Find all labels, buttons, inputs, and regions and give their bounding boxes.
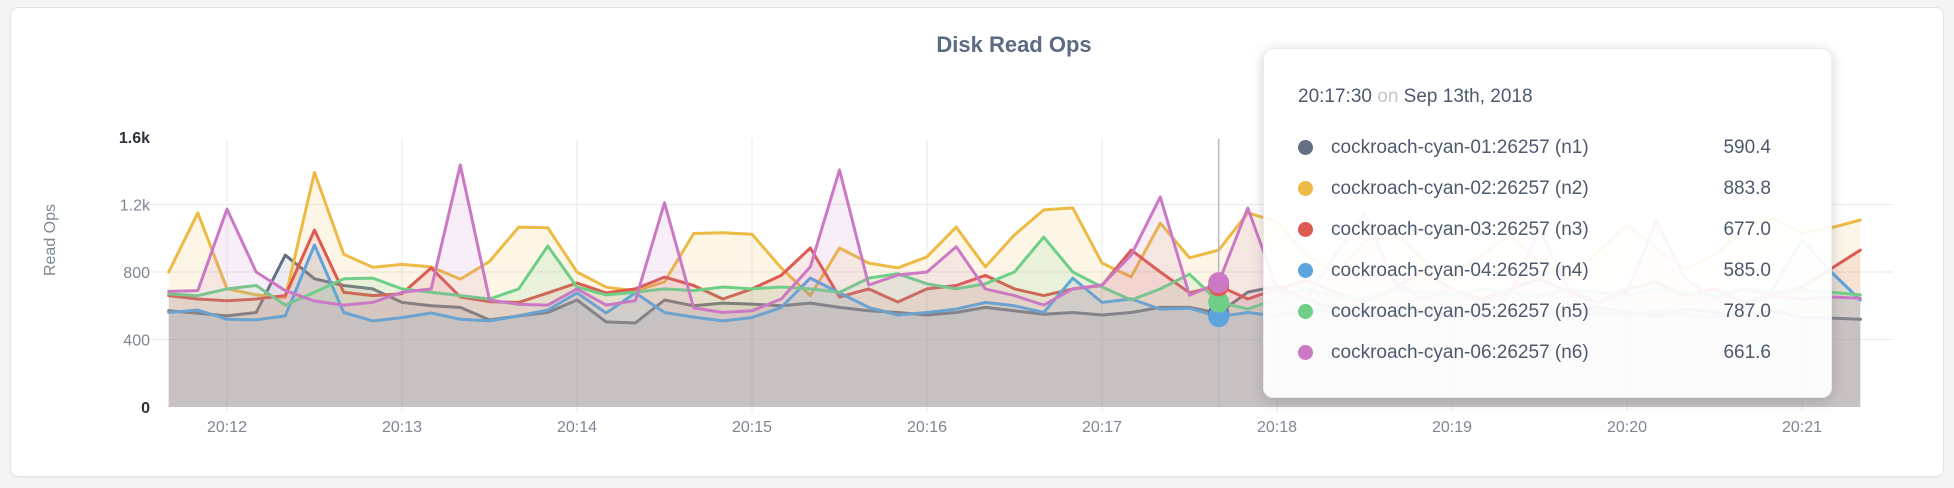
- series-value: 661.6: [1723, 341, 1771, 363]
- tooltip-series-row: cockroach-cyan-04:26257 (n4) 585.0: [1298, 250, 1771, 291]
- hover-marker-n6: [1208, 272, 1230, 294]
- x-tick-label: 20:20: [1607, 419, 1647, 436]
- series-dot-icon: [1298, 304, 1313, 319]
- x-tick-label: 20:18: [1257, 419, 1297, 436]
- tooltip-on: on: [1377, 86, 1399, 107]
- x-tick-label: 20:14: [557, 419, 597, 436]
- y-tick-label: 800: [123, 265, 150, 282]
- series-dot-icon: [1298, 345, 1313, 360]
- x-tick-label: 20:15: [732, 419, 772, 436]
- y-axis-label: Read Ops: [42, 203, 59, 277]
- tooltip-rows: cockroach-cyan-01:26257 (n1) 590.4 cockroa…: [1298, 127, 1771, 373]
- tooltip-header: 20:17:30 on Sep 13th, 2018: [1298, 83, 1771, 111]
- series-dot-icon: [1298, 263, 1313, 278]
- series-name: cockroach-cyan-05:26257 (n5): [1331, 300, 1589, 322]
- chart-title: Disk Read Ops: [936, 32, 1092, 57]
- series-name: cockroach-cyan-04:26257 (n4): [1331, 259, 1589, 281]
- series-value: 883.8: [1723, 177, 1771, 199]
- series-name: cockroach-cyan-01:26257 (n1): [1331, 136, 1589, 158]
- series-dot-icon: [1298, 181, 1313, 196]
- series-value: 590.4: [1723, 136, 1771, 158]
- hover-marker-n5: [1208, 291, 1230, 313]
- x-tick-label: 20:21: [1782, 419, 1822, 436]
- series-name: cockroach-cyan-03:26257 (n3): [1331, 218, 1589, 240]
- x-tick-label: 20:16: [907, 419, 947, 436]
- tooltip-time: 20:17:30: [1298, 86, 1372, 107]
- series-value: 787.0: [1723, 300, 1771, 322]
- chart-tooltip: 20:17:30 on Sep 13th, 2018 cockroach-cya…: [1263, 48, 1832, 398]
- y-tick-label: 0: [141, 400, 150, 417]
- series-value: 585.0: [1723, 259, 1771, 281]
- tooltip-date: Sep 13th, 2018: [1403, 86, 1533, 107]
- hover-marker-n4: [1208, 306, 1230, 328]
- tooltip-series-row: cockroach-cyan-05:26257 (n5) 787.0: [1298, 291, 1771, 332]
- y-tick-label: 1.2k: [120, 198, 151, 215]
- tooltip-series-row: cockroach-cyan-06:26257 (n6) 661.6: [1298, 332, 1771, 373]
- series-dot-icon: [1298, 140, 1313, 155]
- series-value: 677.0: [1723, 218, 1771, 240]
- tooltip-series-row: cockroach-cyan-02:26257 (n2) 883.8: [1298, 168, 1771, 209]
- tooltip-series-row: cockroach-cyan-01:26257 (n1) 590.4: [1298, 127, 1771, 168]
- tooltip-series-row: cockroach-cyan-03:26257 (n3) 677.0: [1298, 209, 1771, 250]
- series-name: cockroach-cyan-02:26257 (n2): [1331, 177, 1589, 199]
- series-name: cockroach-cyan-06:26257 (n6): [1331, 341, 1589, 363]
- x-tick-label: 20:12: [207, 419, 247, 436]
- x-tick-label: 20:13: [382, 419, 422, 436]
- series-dot-icon: [1298, 222, 1313, 237]
- x-tick-label: 20:19: [1432, 419, 1472, 436]
- y-tick-label: 400: [123, 333, 150, 350]
- y-tick-label: 1.6k: [119, 130, 150, 147]
- x-tick-label: 20:17: [1082, 419, 1122, 436]
